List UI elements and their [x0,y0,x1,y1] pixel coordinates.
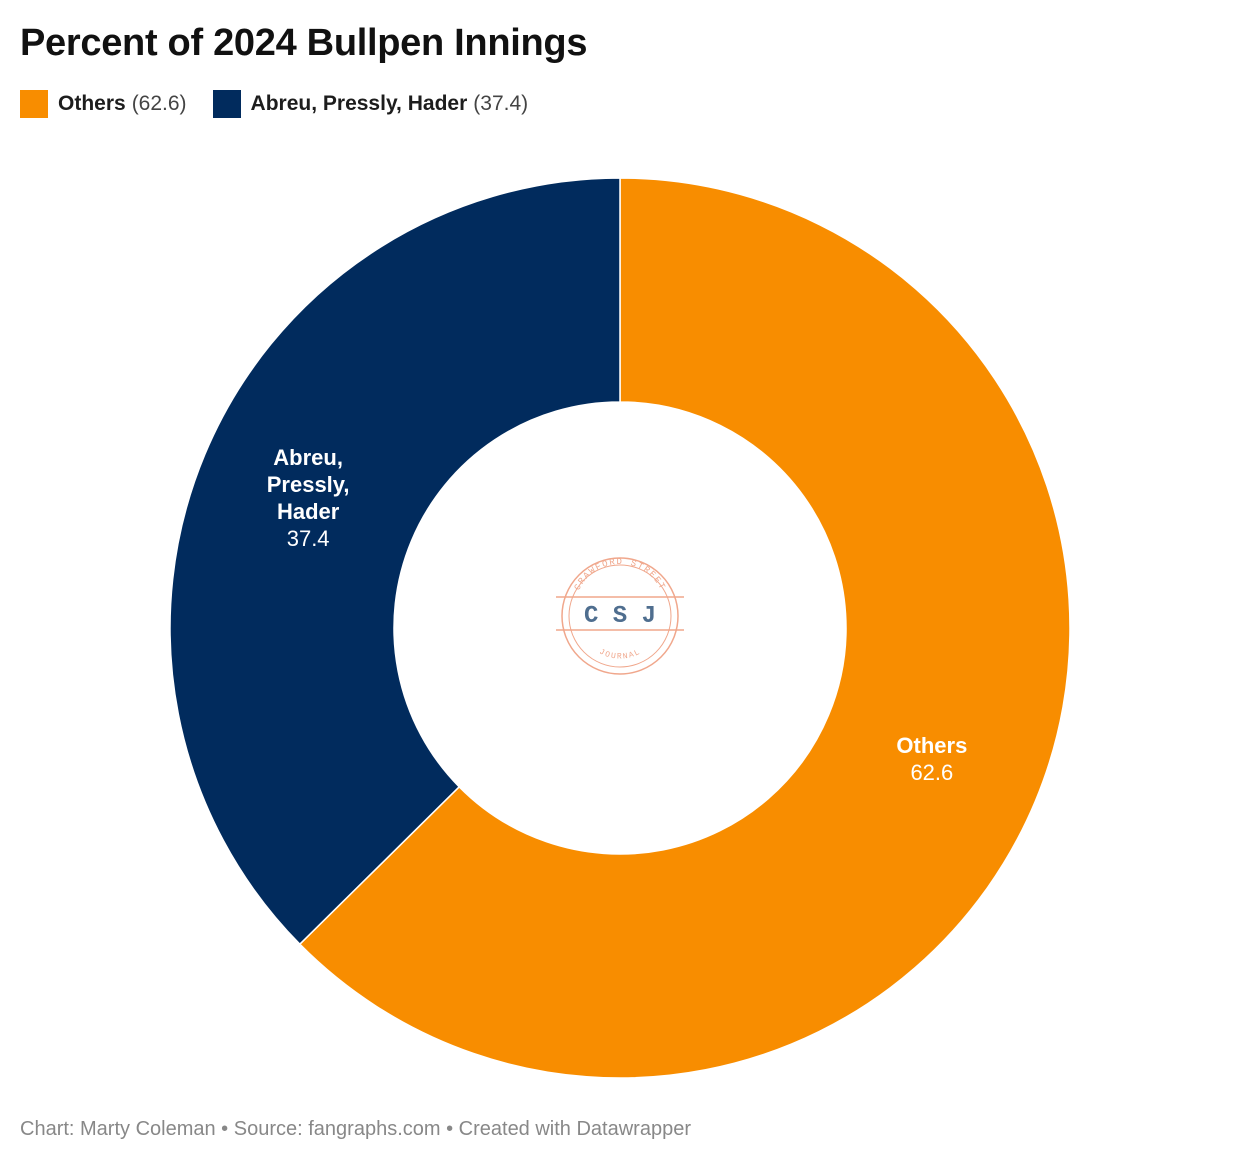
slice-label-line: Hader [277,499,340,524]
donut-slices [169,177,1071,1079]
slice-abreu-pressly-hader [169,177,621,946]
csj-logo: CRAWFORD STREET C S J JOURNAL [556,557,684,675]
slice-label-line: Pressly, [267,472,350,497]
legend-label-abreu-pressly-hader: Abreu, Pressly, Hader [250,92,468,115]
legend-swatch-abreu-pressly-hader [212,90,241,118]
legend-value-abreu-pressly-hader: (37.4) [473,92,529,115]
legend-value-others: (62.6) [131,92,187,115]
slice-value-others: 62.6 [910,760,953,785]
legend-item-others: Others (62.6) [20,90,187,118]
slice-label-abreu-pressly-hader: Abreu, Pressly, Hader 37.4 [267,445,350,551]
footer-separator: • [215,1118,234,1140]
footer-separator: • [440,1118,459,1140]
slice-value-abreu-pressly-hader: 37.4 [287,526,330,551]
footer-chart-credit: Chart: Marty Coleman [20,1118,216,1140]
slice-others [298,177,1071,1079]
slice-label-others: Others 62.6 [896,733,967,785]
logo-inner-ring [568,564,672,668]
footer-source: Source: fangraphs.com [233,1118,441,1140]
legend-swatch-others [20,90,48,118]
legend-label-others: Others [58,92,126,115]
footer-tool: Created with Datawrapper [458,1118,691,1140]
slice-label-line: Others [896,733,967,758]
chart-footer: Chart: Marty Coleman • Source: fangraphs… [20,1118,691,1141]
chart-title: Percent of 2024 Bullpen Innings [20,22,588,64]
logo-outer-ring [561,557,679,675]
logo-bottom-text: JOURNAL [598,648,643,662]
slice-label-line: Abreu, [273,445,343,470]
logo-top-text: CRAWFORD STREET [573,557,668,592]
legend: Others (62.6) Abreu, Pressly, Hader (37.… [20,90,554,118]
logo-initials: C S J [584,603,656,630]
slice-labels: Others 62.6 Abreu, Pressly, Hader 37.4 [267,445,968,785]
legend-item-abreu-pressly-hader: Abreu, Pressly, Hader (37.4) [212,90,529,118]
